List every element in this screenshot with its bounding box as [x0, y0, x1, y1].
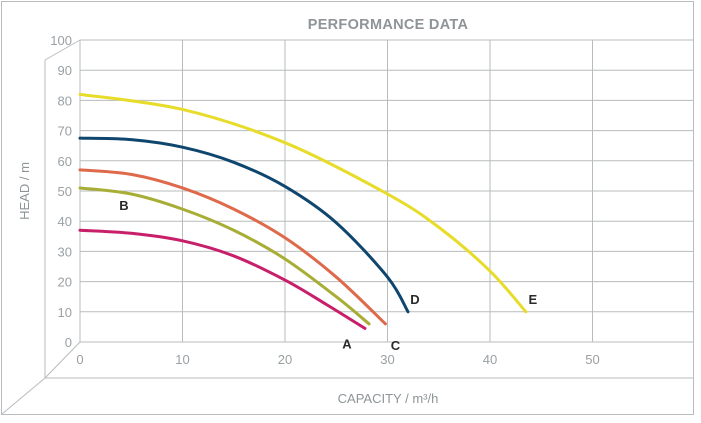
x-axis-label: CAPACITY / m³/h — [338, 391, 439, 406]
x-axis-ticks: 0 10 20 30 40 50 — [76, 352, 599, 367]
x-tick-label: 50 — [585, 352, 599, 367]
y-tick-label: 80 — [58, 93, 72, 108]
grid — [80, 39, 693, 343]
y-tick-label: 60 — [58, 154, 72, 169]
y-tick-label: 70 — [58, 124, 72, 139]
y-tick-label: 90 — [58, 63, 72, 78]
series-line-a — [78, 228, 367, 330]
y-tick-label: 30 — [58, 244, 72, 259]
series-lines — [78, 92, 528, 330]
series-labels: A B C D E — [119, 198, 537, 353]
y-tick-label: 10 — [58, 305, 72, 320]
series-line-e — [78, 92, 528, 314]
y-axis-label: HEAD / m — [17, 162, 32, 220]
x-tick-label: 30 — [380, 352, 394, 367]
series-label-c: C — [391, 338, 401, 353]
series-label-e: E — [529, 292, 538, 307]
x-tick-label: 0 — [76, 352, 83, 367]
series-line-c — [78, 168, 387, 326]
y-tick-label: 20 — [58, 275, 72, 290]
series-line-b — [78, 186, 371, 326]
y-tick-label: 40 — [58, 214, 72, 229]
series-label-a: A — [342, 336, 352, 351]
x-tick-label: 10 — [175, 352, 189, 367]
y-axis-ticks: 0 10 20 30 40 50 60 70 80 90 100 — [50, 33, 72, 350]
chart-frame — [1, 1, 694, 415]
x-tick-label: 40 — [483, 352, 497, 367]
chart-title: PERFORMANCE DATA — [308, 17, 469, 33]
y-tick-label: 50 — [58, 184, 72, 199]
y-tick-label: 100 — [50, 33, 72, 48]
x-tick-label: 20 — [278, 352, 292, 367]
series-label-b: B — [119, 198, 128, 213]
y-tick-label: 0 — [65, 335, 72, 350]
series-line-d — [78, 136, 410, 314]
series-label-d: D — [410, 292, 419, 307]
